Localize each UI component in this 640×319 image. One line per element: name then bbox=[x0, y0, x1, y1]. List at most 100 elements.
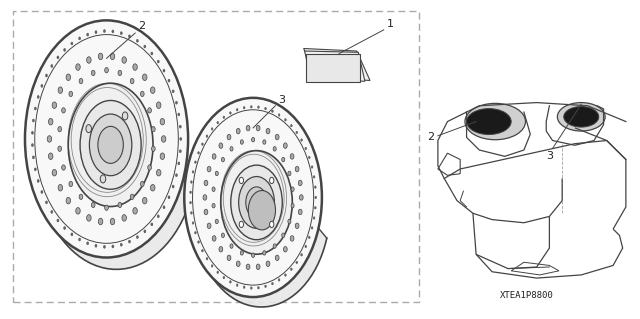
Ellipse shape bbox=[66, 74, 70, 80]
Ellipse shape bbox=[79, 37, 81, 40]
Ellipse shape bbox=[288, 219, 291, 224]
Ellipse shape bbox=[207, 166, 211, 172]
Ellipse shape bbox=[184, 98, 322, 297]
Ellipse shape bbox=[122, 112, 128, 120]
Ellipse shape bbox=[275, 255, 279, 261]
Polygon shape bbox=[184, 99, 327, 307]
Ellipse shape bbox=[211, 265, 213, 267]
Ellipse shape bbox=[45, 74, 47, 77]
Ellipse shape bbox=[110, 218, 115, 225]
Ellipse shape bbox=[69, 181, 72, 187]
Ellipse shape bbox=[168, 196, 170, 199]
Ellipse shape bbox=[291, 124, 292, 127]
Ellipse shape bbox=[191, 212, 192, 214]
Ellipse shape bbox=[168, 79, 170, 82]
Ellipse shape bbox=[161, 136, 166, 142]
Ellipse shape bbox=[195, 232, 196, 234]
Ellipse shape bbox=[51, 211, 53, 213]
Ellipse shape bbox=[195, 161, 196, 163]
Ellipse shape bbox=[215, 219, 218, 224]
Ellipse shape bbox=[140, 91, 144, 97]
Ellipse shape bbox=[37, 95, 39, 99]
Ellipse shape bbox=[278, 279, 280, 281]
Ellipse shape bbox=[99, 218, 103, 225]
Ellipse shape bbox=[204, 209, 208, 215]
Ellipse shape bbox=[308, 156, 310, 159]
Ellipse shape bbox=[256, 264, 260, 270]
Ellipse shape bbox=[266, 261, 270, 266]
Ellipse shape bbox=[206, 135, 208, 137]
Ellipse shape bbox=[104, 245, 106, 248]
Ellipse shape bbox=[131, 194, 134, 199]
Text: XTEA1P8800: XTEA1P8800 bbox=[500, 291, 554, 300]
Ellipse shape bbox=[80, 100, 141, 189]
Ellipse shape bbox=[76, 208, 80, 214]
Ellipse shape bbox=[148, 108, 152, 113]
Ellipse shape bbox=[151, 52, 153, 55]
Ellipse shape bbox=[243, 286, 245, 288]
Ellipse shape bbox=[86, 57, 91, 63]
Ellipse shape bbox=[172, 185, 174, 188]
Ellipse shape bbox=[198, 241, 200, 243]
Ellipse shape bbox=[180, 137, 182, 140]
Ellipse shape bbox=[291, 187, 294, 191]
Ellipse shape bbox=[122, 57, 127, 63]
Ellipse shape bbox=[58, 146, 61, 152]
Ellipse shape bbox=[204, 180, 208, 186]
Ellipse shape bbox=[175, 174, 177, 177]
Ellipse shape bbox=[31, 144, 33, 147]
Ellipse shape bbox=[301, 254, 303, 256]
Ellipse shape bbox=[314, 186, 316, 188]
Ellipse shape bbox=[278, 114, 280, 116]
Ellipse shape bbox=[243, 107, 245, 109]
Ellipse shape bbox=[35, 107, 36, 110]
Ellipse shape bbox=[266, 128, 270, 134]
Ellipse shape bbox=[271, 110, 273, 113]
Text: 2: 2 bbox=[428, 132, 435, 142]
Ellipse shape bbox=[564, 107, 599, 127]
Ellipse shape bbox=[265, 108, 266, 110]
Text: 3: 3 bbox=[546, 151, 553, 161]
Ellipse shape bbox=[198, 152, 200, 154]
Ellipse shape bbox=[250, 287, 252, 289]
Ellipse shape bbox=[273, 147, 276, 151]
Ellipse shape bbox=[41, 85, 43, 87]
Ellipse shape bbox=[203, 195, 207, 200]
Ellipse shape bbox=[291, 268, 292, 271]
Ellipse shape bbox=[282, 157, 285, 162]
Ellipse shape bbox=[275, 134, 279, 140]
Ellipse shape bbox=[212, 204, 215, 208]
Ellipse shape bbox=[152, 127, 155, 132]
Ellipse shape bbox=[37, 180, 39, 182]
Ellipse shape bbox=[189, 191, 191, 194]
Ellipse shape bbox=[105, 68, 108, 73]
Ellipse shape bbox=[465, 103, 525, 140]
Ellipse shape bbox=[71, 42, 73, 45]
Ellipse shape bbox=[61, 108, 65, 113]
Ellipse shape bbox=[257, 106, 259, 108]
Ellipse shape bbox=[52, 169, 56, 176]
Ellipse shape bbox=[61, 165, 65, 170]
Ellipse shape bbox=[296, 261, 298, 264]
Ellipse shape bbox=[144, 230, 146, 233]
Ellipse shape bbox=[308, 236, 310, 239]
Ellipse shape bbox=[71, 233, 73, 236]
Ellipse shape bbox=[118, 202, 122, 208]
Ellipse shape bbox=[315, 196, 317, 199]
Ellipse shape bbox=[223, 116, 225, 119]
Ellipse shape bbox=[129, 35, 131, 38]
Ellipse shape bbox=[192, 222, 194, 224]
Ellipse shape bbox=[152, 146, 155, 152]
Ellipse shape bbox=[290, 236, 294, 241]
Ellipse shape bbox=[295, 223, 299, 228]
Ellipse shape bbox=[314, 206, 316, 209]
Text: 2: 2 bbox=[138, 21, 145, 32]
Ellipse shape bbox=[63, 48, 66, 51]
Ellipse shape bbox=[178, 113, 180, 116]
Ellipse shape bbox=[265, 285, 266, 287]
Ellipse shape bbox=[284, 247, 287, 252]
Ellipse shape bbox=[246, 187, 268, 218]
Ellipse shape bbox=[33, 156, 35, 159]
Ellipse shape bbox=[313, 176, 315, 178]
Ellipse shape bbox=[230, 147, 233, 151]
